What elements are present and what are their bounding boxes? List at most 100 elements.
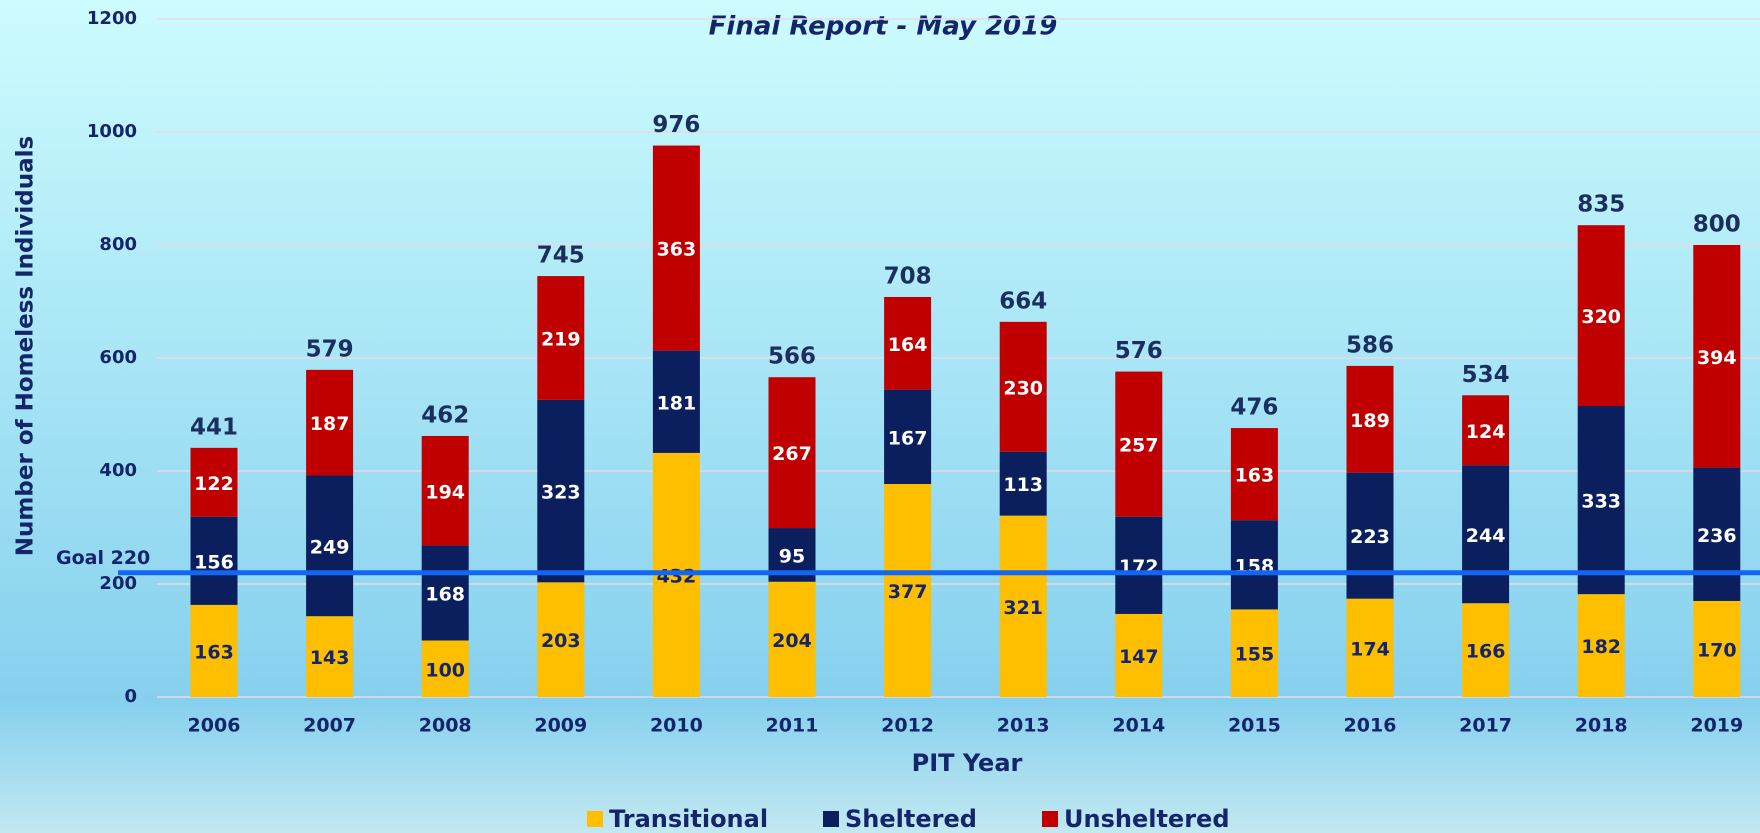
data-label: 204: [772, 630, 812, 652]
data-label: 244: [1466, 525, 1506, 547]
x-tick-label: 2014: [1112, 715, 1165, 737]
data-label: 124: [1466, 421, 1506, 443]
bar-segment: [1693, 245, 1741, 468]
data-label: 182: [1581, 636, 1621, 658]
total-label: 708: [884, 263, 932, 289]
legend-swatch: [1042, 811, 1058, 827]
bar-segment: [421, 640, 469, 697]
y-tick-label: 200: [99, 573, 137, 594]
y-tick-label: 1200: [87, 8, 137, 29]
bar-segment: [1577, 406, 1625, 595]
total-label: 586: [1346, 332, 1394, 358]
x-tick-label: 2011: [766, 715, 819, 737]
bar-segment: [652, 145, 700, 351]
chart-subtitle: Final Report - May 2019: [709, 12, 1058, 42]
data-label: 122: [194, 473, 234, 495]
data-label: 377: [888, 581, 928, 603]
data-label: 323: [541, 482, 581, 504]
total-label: 579: [306, 336, 354, 362]
goal-label: Goal 220: [56, 547, 150, 569]
data-label: 320: [1581, 306, 1621, 328]
bar-segment: [537, 582, 585, 697]
bar-segment: [421, 435, 469, 546]
total-label: 576: [1115, 338, 1163, 364]
bar-segment: [1230, 609, 1278, 697]
data-label: 164: [888, 334, 928, 356]
data-label: 223: [1350, 526, 1390, 548]
data-label: 168: [425, 584, 465, 606]
bar-segment: [1462, 603, 1510, 697]
bar-segment: [306, 369, 354, 476]
total-label: 441: [190, 414, 238, 440]
x-tick-label: 2008: [419, 715, 472, 737]
data-label: 230: [1003, 377, 1043, 399]
data-label: 163: [1235, 465, 1275, 487]
x-tick-label: 2017: [1459, 715, 1512, 737]
bar-segment: [1346, 598, 1394, 697]
bar-segment: [884, 296, 932, 390]
x-tick-label: 2010: [650, 715, 703, 737]
bar-segment: [1230, 428, 1278, 521]
bar-segment: [768, 377, 816, 529]
total-label: 745: [537, 243, 585, 269]
data-label: 181: [657, 392, 697, 414]
bar-segment: [306, 616, 354, 697]
data-label: 167: [888, 427, 928, 449]
legend-swatch: [823, 811, 839, 827]
legend-label: Unsheltered: [1064, 805, 1230, 833]
x-tick-label: 2019: [1690, 715, 1743, 737]
data-label: 187: [310, 413, 350, 435]
data-label: 143: [310, 647, 350, 669]
bar-segment: [1115, 516, 1163, 614]
y-tick-label: 600: [99, 347, 137, 368]
bar-segment: [190, 604, 238, 697]
data-label: 189: [1350, 410, 1390, 432]
y-axis-title: Number of Homeless Individuals: [13, 136, 39, 556]
x-tick-label: 2009: [534, 715, 587, 737]
data-label: 203: [541, 630, 581, 652]
total-label: 534: [1462, 362, 1510, 388]
x-tick-label: 2015: [1228, 715, 1281, 737]
x-tick-label: 2018: [1575, 715, 1628, 737]
bar-segment: [1346, 472, 1394, 599]
total-label: 566: [768, 344, 816, 370]
bar-segment: [537, 399, 585, 583]
data-label: 147: [1119, 646, 1159, 668]
bar-segment: [652, 350, 700, 453]
x-tick-label: 2016: [1344, 715, 1397, 737]
data-label: 432: [657, 565, 697, 587]
data-label: 113: [1003, 474, 1043, 496]
bar-segment: [1693, 600, 1741, 697]
bar-segment: [1577, 225, 1625, 407]
data-label: 163: [194, 641, 234, 663]
data-label: 219: [541, 328, 581, 350]
bar-segment: [884, 483, 932, 697]
bar-segment: [999, 515, 1047, 697]
data-label: 236: [1697, 525, 1737, 547]
bar-segment: [1693, 467, 1741, 601]
data-label: 174: [1350, 638, 1390, 660]
y-tick-label: 400: [99, 460, 137, 481]
bar-segment: [190, 516, 238, 605]
bar-segment: [1115, 613, 1163, 697]
legend-swatch: [587, 811, 603, 827]
data-label: 321: [1003, 597, 1043, 619]
bar-segment: [1230, 520, 1278, 610]
y-tick-label: 0: [124, 686, 137, 707]
bar-segment: [421, 545, 469, 641]
data-label: 156: [194, 551, 234, 573]
bar-segment: [1115, 371, 1163, 517]
x-tick-label: 2012: [881, 715, 934, 737]
total-label: 976: [652, 112, 700, 138]
total-label: 835: [1577, 192, 1625, 218]
y-tick-label: 800: [99, 234, 137, 255]
data-label: 166: [1466, 641, 1506, 663]
bar-segment: [1577, 594, 1625, 697]
legend-label: Transitional: [609, 805, 768, 833]
data-label: 363: [657, 239, 697, 261]
x-tick-label: 2006: [188, 715, 241, 737]
y-tick-label: 1000: [87, 121, 137, 142]
data-label: 95: [779, 545, 805, 567]
bar-segment: [190, 447, 238, 517]
